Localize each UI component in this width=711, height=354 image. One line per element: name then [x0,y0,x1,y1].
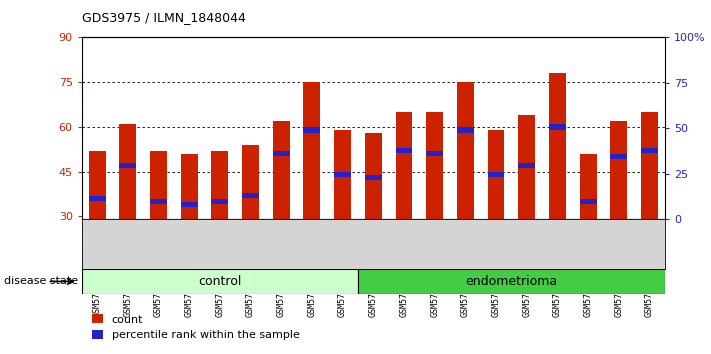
Bar [273,121,289,219]
Bar [358,269,665,294]
Bar [610,154,627,159]
Bar [641,148,658,153]
Text: GDS3975 / ILMN_1848044: GDS3975 / ILMN_1848044 [82,11,245,24]
Bar [242,193,259,198]
Text: disease state: disease state [4,276,77,286]
Bar [457,127,474,132]
Bar [89,196,105,201]
Bar [334,172,351,177]
Text: endometrioma: endometrioma [465,275,557,288]
Bar [242,145,259,219]
Bar [273,151,289,156]
Bar [365,175,382,180]
Bar [334,130,351,219]
Bar [119,163,137,169]
Bar [518,115,535,219]
Bar [610,121,627,219]
Bar [457,82,474,219]
Bar [150,151,167,219]
Bar [304,82,321,219]
Bar [181,154,198,219]
Legend: count, percentile rank within the sample: count, percentile rank within the sample [87,310,304,345]
Bar [119,124,137,219]
Bar [488,130,505,219]
Bar [518,163,535,169]
Bar [549,73,566,219]
Bar [488,172,505,177]
Bar [426,112,443,219]
Text: control: control [198,275,242,288]
Bar [82,269,358,294]
Bar [181,202,198,207]
Bar [150,199,167,204]
Bar [211,151,228,219]
Bar [549,124,566,130]
Bar [395,112,412,219]
Bar [365,133,382,219]
Bar [395,148,412,153]
Bar [426,151,443,156]
Bar [89,151,105,219]
Bar [641,112,658,219]
Bar [304,127,321,132]
Bar [579,199,597,204]
Bar [579,154,597,219]
Bar [211,199,228,204]
